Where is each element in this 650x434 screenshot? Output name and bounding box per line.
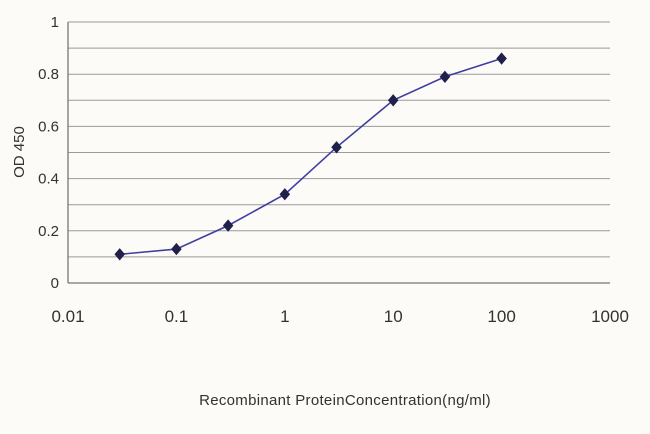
y-tick-label: 0.6 [38, 118, 59, 135]
x-tick-label: 0.1 [165, 307, 189, 326]
data-point-marker [496, 52, 507, 65]
y-tick-label: 0.8 [38, 66, 59, 83]
x-tick-label: 100 [487, 307, 515, 326]
y-tick-label: 0.2 [38, 223, 59, 240]
data-point-marker [387, 94, 399, 107]
x-tick-label: 1000 [591, 307, 629, 326]
x-axis-label: Recombinant ProteinConcentration(ng/ml) [199, 392, 491, 409]
y-tick-label: 0.4 [38, 171, 59, 188]
series-line [119, 57, 502, 256]
y-tick-label: 1 [51, 14, 59, 31]
data-point-marker [439, 70, 451, 83]
data-point-marker [114, 248, 125, 261]
data-point-marker [279, 188, 291, 201]
data-point-marker [171, 242, 182, 256]
y-axis-label: OD 450 [11, 126, 28, 178]
x-tick-label: 0.01 [51, 307, 84, 326]
y-tick-label: 0 [51, 275, 59, 292]
data-point-marker [222, 219, 234, 232]
x-tick-label: 10 [384, 307, 403, 326]
x-tick-label: 1 [280, 307, 289, 326]
data-point-marker [331, 141, 342, 154]
